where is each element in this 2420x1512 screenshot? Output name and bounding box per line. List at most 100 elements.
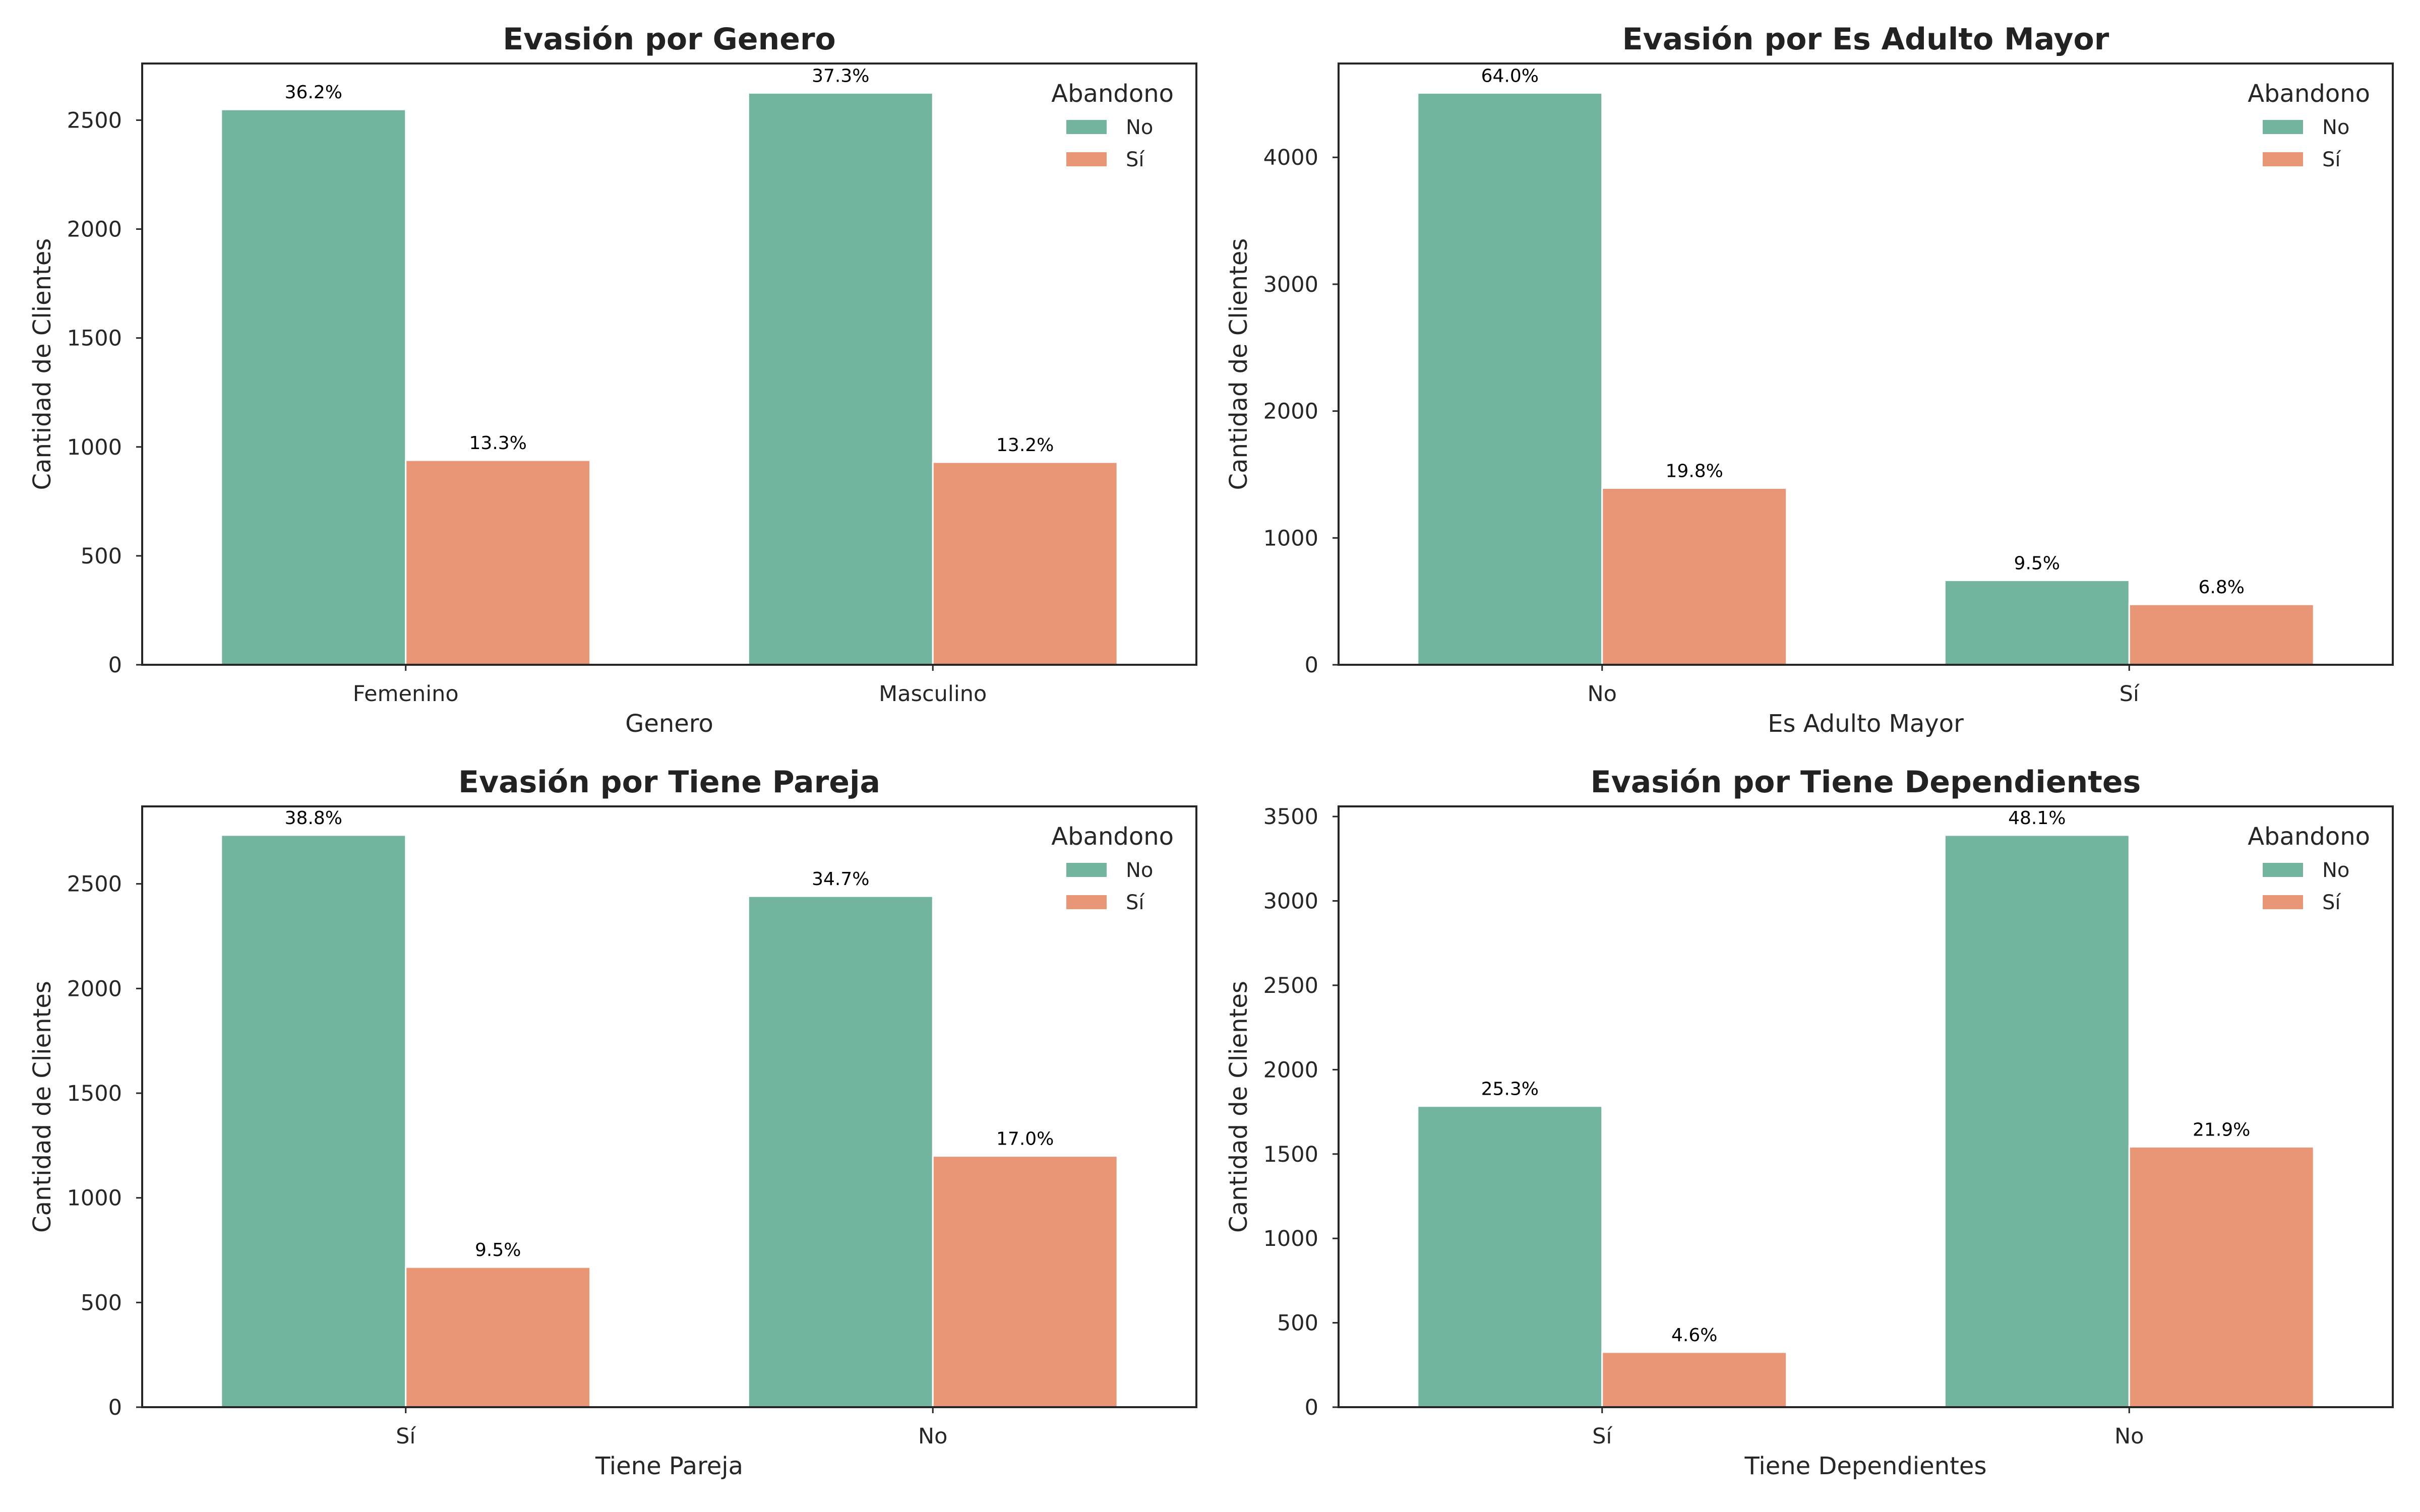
bar-no-2 [1944,834,2130,1408]
chart-title: Evasión por Genero [503,22,836,57]
legend: Abandono No Sí [1051,823,1174,914]
data-label: 4.6% [1671,1325,1717,1346]
y-tick-label: 500 [1277,1311,1318,1336]
data-label: 38.8% [285,808,342,829]
x-axis-label: Tiene Pareja [595,1452,743,1480]
legend-entry: No [2322,116,2349,139]
legend: Abandono No Sí [2248,823,2370,914]
plot-frame [141,805,1197,1408]
data-label: 48.1% [2008,808,2066,829]
data-label: 37.3% [812,66,869,86]
data-label: 9.5% [475,1240,521,1261]
data-label: 21.9% [2193,1119,2250,1140]
y-tick-label: 0 [1305,1395,1318,1420]
legend-entry: Sí [2322,891,2341,914]
y-axis-label: Cantidad de Clientes [1225,981,1253,1233]
legend-title: Abandono [1051,823,1174,851]
legend-title: Abandono [2248,823,2370,851]
chart-panel-3: Evasión por Tiene Pareja 38.8% 9.5% Sí 34.7%… [28,765,1197,1480]
x-tick-label: Sí [1592,1424,1613,1449]
x-tick-label: Masculino [879,681,987,707]
y-axis-label: Cantidad de Clientes [28,238,56,490]
plot-frame [1338,805,2394,1408]
y-tick-label: 2000 [1263,1057,1318,1083]
y-tick-label: 500 [81,544,122,569]
legend: Abandono No Sí [2248,80,2370,171]
bar-no-2 [747,895,934,1408]
y-tick-label: 2000 [1263,399,1318,424]
plot-frame [141,62,1197,666]
legend-title: Abandono [1051,80,1174,108]
legend-swatch-no [2263,120,2303,134]
legend: Abandono No Sí [1051,80,1174,171]
x-tick-label: Sí [396,1424,416,1449]
data-label: 9.5% [2014,553,2060,574]
data-label: 13.3% [469,433,527,454]
x-tick-label: No [2114,1424,2144,1449]
y-axis-label: Cantidad de Clientes [28,981,56,1233]
data-label: 17.0% [996,1129,1054,1150]
x-axis-label: Es Adulto Mayor [1768,710,1964,738]
data-label: 36.2% [285,82,342,103]
legend-entry: No [2322,859,2349,882]
y-tick-label: 0 [1305,653,1318,678]
data-label: 64.0% [1481,66,1539,86]
bar-si-1 [405,459,591,666]
y-tick-label: 1000 [1263,526,1318,551]
x-axis-label: Tiene Dependientes [1744,1452,1987,1480]
legend-entry: No [1126,859,1153,882]
bar-si-1 [405,1266,591,1408]
x-tick-label: No [918,1424,947,1449]
legend-swatch-si [1066,895,1107,909]
chart-panel-4: Evasión por Tiene Dependientes 25.3% 4.6% S… [1225,765,2394,1480]
y-tick-label: 2500 [1263,973,1318,998]
bar-no-1 [1417,92,1603,666]
y-tick-label: 3000 [1263,272,1318,297]
legend-entry: Sí [1126,148,1145,171]
y-tick-label: 2500 [67,108,122,133]
chart-panel-2: Evasión por Es Adulto Mayor 64.0% 19.8% No 9… [1225,22,2394,738]
bar-no-1 [220,108,407,666]
x-tick-label: Sí [2120,681,2140,707]
legend-swatch-no [2263,863,2303,877]
legend-swatch-si [2263,152,2303,166]
legend-swatch-si [1066,152,1107,166]
y-tick-label: 2500 [67,872,122,897]
data-label: 25.3% [1481,1079,1539,1100]
data-label: 6.8% [2198,577,2244,598]
data-label: 34.7% [812,869,869,890]
y-tick-label: 3500 [1263,804,1318,830]
chart-title: Evasión por Es Adulto Mayor [1622,22,2109,57]
chart-title: Evasión por Tiene Dependientes [1591,765,2141,800]
y-tick-label: 1500 [67,326,122,351]
y-tick-label: 4000 [1263,145,1318,170]
legend-swatch-no [1066,120,1107,134]
plot-frame [1338,62,2394,666]
y-tick-label: 0 [108,653,122,678]
y-tick-label: 1500 [67,1081,122,1106]
chart-panel-1: Evasión por Genero 36.2% 13.3% Femenino 37.3… [28,22,1197,738]
y-tick-label: 1000 [1263,1226,1318,1251]
y-tick-label: 2000 [67,976,122,1001]
legend-swatch-no [1066,863,1107,877]
bar-si-1 [1601,1351,1788,1408]
legend-entry: Sí [1126,891,1145,914]
bar-si-1 [1601,487,1788,666]
legend-entry: Sí [2322,148,2341,171]
x-axis-label: Genero [625,710,713,738]
data-label: 19.8% [1666,461,1723,481]
y-axis-label: Cantidad de Clientes [1225,238,1253,490]
bar-no-1 [220,834,407,1408]
y-tick-label: 0 [108,1395,122,1420]
y-tick-label: 500 [81,1290,122,1315]
bar-si-2 [932,461,1118,666]
bar-no-2 [1944,579,2130,666]
y-tick-label: 3000 [1263,889,1318,914]
legend-entry: No [1126,116,1153,139]
data-label: 13.2% [996,435,1054,456]
legend-title: Abandono [2248,80,2370,108]
bar-si-2 [2128,1146,2315,1408]
chart-title: Evasión por Tiene Pareja [458,765,880,800]
bar-si-2 [932,1155,1118,1408]
